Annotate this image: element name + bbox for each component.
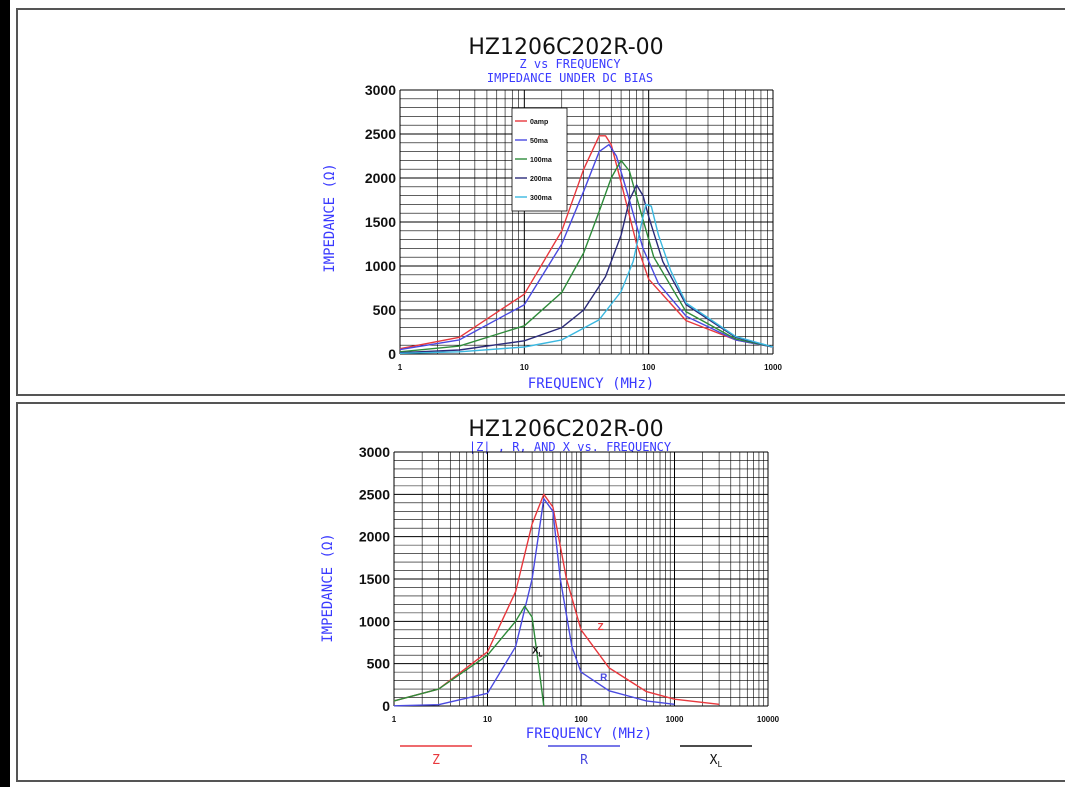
series-line-50ma <box>399 143 774 351</box>
series-line-xl <box>393 605 545 707</box>
x-axis-label: FREQUENCY (MHz) <box>528 376 654 392</box>
impedance-zrx-chart: HZ1206C202R-00 |Z| , R, AND X vs. FREQUE… <box>320 417 780 769</box>
curve-annotations: Z R XL <box>532 622 608 684</box>
tick-labels: 1 10 100 1000 10000 0 500 1000 1500 2000 2500 3000 <box>359 444 780 724</box>
legend-label: 50ma <box>530 138 548 145</box>
legend-label: 200ma <box>530 176 552 183</box>
bottom-legend: Z R XL <box>400 745 752 769</box>
curve-annotation: Z <box>597 622 603 633</box>
plot-grid <box>399 89 774 355</box>
chart-title: HZ1206C202R-00 <box>468 417 663 442</box>
y-tick-label: 500 <box>367 656 391 672</box>
series-group <box>399 135 774 354</box>
y-axis-label: IMPEDANCE (Ω) <box>320 533 336 643</box>
series-line-z <box>393 493 720 705</box>
series-line-300ma <box>399 203 774 354</box>
impedance-bias-chart: HZ1206C202R-00 Z vs FREQUENCY IMPEDANCE … <box>322 35 783 392</box>
series-line-r <box>393 497 675 707</box>
x-tick-label: 1000 <box>764 363 782 372</box>
y-tick-label: 2500 <box>359 486 390 502</box>
left-margin-bar <box>0 0 10 787</box>
x-axis-label: FREQUENCY (MHz) <box>526 726 652 742</box>
x-tick-label: 10 <box>520 363 529 372</box>
series-line-100ma <box>399 159 774 353</box>
series-group <box>393 493 720 707</box>
chart-subtitle-1: |Z| , R, AND X vs. FREQUENCY <box>469 440 672 454</box>
chart-subtitle-1: Z vs FREQUENCY <box>519 57 621 71</box>
x-tick-label: 10 <box>483 715 492 724</box>
chart-subtitle-2: IMPEDANCE UNDER DC BIAS <box>487 71 653 85</box>
legend-label: XL <box>710 753 723 769</box>
y-tick-label: 1000 <box>359 613 390 629</box>
y-tick-label: 2000 <box>365 170 396 186</box>
chart-panel-bias: HZ1206C202R-00 Z vs FREQUENCY IMPEDANCE … <box>16 8 1065 396</box>
legend-label: 100ma <box>530 157 552 164</box>
x-tick-label: 1 <box>398 363 403 372</box>
legend-label: R <box>580 753 588 768</box>
y-tick-label: 1500 <box>365 214 396 230</box>
series-line-200ma <box>399 184 774 354</box>
y-tick-label: 500 <box>373 302 397 318</box>
legend-label: 0amp <box>530 119 548 126</box>
legend-label: 300ma <box>530 195 552 202</box>
x-tick-label: 1000 <box>666 715 684 724</box>
x-tick-label: 100 <box>642 363 656 372</box>
x-tick-label: 10000 <box>757 715 780 724</box>
curve-annotation: R <box>600 673 608 684</box>
series-line-0amp <box>399 135 774 350</box>
y-tick-label: 0 <box>382 698 390 714</box>
legend: 0amp 50ma 100ma 200ma 300ma <box>511 107 568 212</box>
y-tick-label: 1000 <box>365 258 396 274</box>
y-tick-label: 0 <box>388 346 396 362</box>
y-tick-label: 3000 <box>359 444 390 460</box>
curve-annotation: XL <box>532 646 543 659</box>
legend-label: Z <box>432 753 440 768</box>
y-tick-label: 2500 <box>365 126 396 142</box>
y-tick-label: 1500 <box>359 571 390 587</box>
x-tick-label: 100 <box>574 715 588 724</box>
y-axis-label: IMPEDANCE (Ω) <box>322 163 338 273</box>
chart-title: HZ1206C202R-00 <box>468 35 663 60</box>
chart-panel-zrx: HZ1206C202R-00 |Z| , R, AND X vs. FREQUE… <box>16 402 1065 782</box>
tick-labels: 1 10 100 1000 0 500 1000 1500 2000 2500 3000 <box>365 82 783 372</box>
plot-grid <box>393 451 769 707</box>
y-tick-label: 2000 <box>359 529 390 545</box>
x-tick-label: 1 <box>392 715 397 724</box>
y-tick-label: 3000 <box>365 82 396 98</box>
